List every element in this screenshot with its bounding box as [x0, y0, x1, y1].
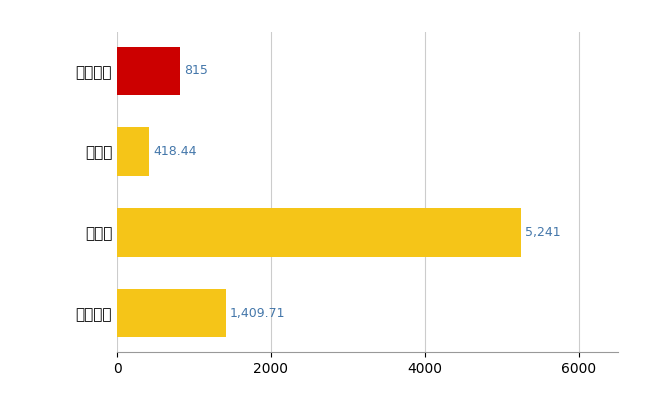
Text: 5,241: 5,241 [525, 226, 561, 239]
Text: 1,409.71: 1,409.71 [230, 307, 285, 320]
Text: 418.44: 418.44 [154, 145, 198, 158]
Bar [117, 46, 180, 95]
Bar [117, 289, 226, 338]
Bar [117, 127, 150, 176]
Bar [117, 208, 521, 257]
Text: 815: 815 [185, 64, 208, 77]
